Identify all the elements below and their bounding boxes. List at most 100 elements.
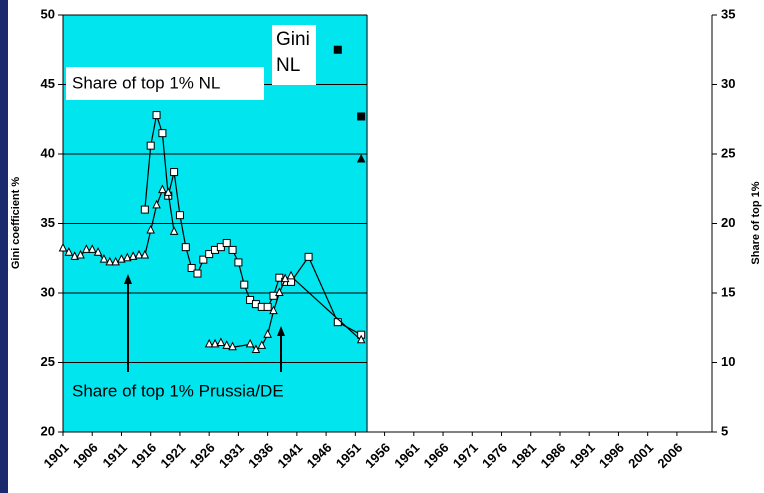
marker	[175, 211, 184, 220]
x-tick-label: 1966	[421, 440, 452, 471]
marker	[275, 287, 284, 296]
y-tick-label: 40	[41, 145, 55, 160]
marker	[269, 305, 278, 315]
marker	[152, 199, 161, 209]
x-tick-label: 1941	[274, 440, 305, 471]
x-tick-label: 2006	[654, 440, 685, 471]
marker	[87, 244, 97, 253]
marker	[128, 251, 138, 260]
marker	[158, 129, 167, 138]
marker	[333, 45, 342, 54]
y2-tick-label: 35	[721, 6, 735, 21]
y2-tick-label: 30	[721, 76, 735, 91]
annotation: Share of top 1% NL	[72, 73, 220, 92]
y2-tick-label: 15	[721, 284, 735, 299]
marker	[99, 254, 109, 263]
marker	[93, 247, 103, 256]
arrowhead	[124, 274, 132, 284]
marker	[146, 224, 156, 234]
marker	[146, 141, 155, 150]
annotation-box	[272, 25, 316, 85]
marker	[246, 295, 255, 304]
marker	[169, 226, 179, 235]
marker	[240, 280, 249, 289]
x-tick-label: 1921	[157, 440, 188, 471]
marker	[140, 205, 149, 214]
arrowhead	[277, 326, 285, 336]
marker	[111, 256, 120, 266]
x-tick-label: 1901	[40, 440, 71, 471]
x-tick-label: 1986	[537, 440, 568, 471]
x-tick-label: 1991	[567, 440, 598, 471]
marker	[280, 273, 290, 283]
marker	[245, 338, 255, 348]
marker	[117, 254, 126, 263]
marker	[304, 252, 313, 261]
y2-tick-label: 10	[721, 354, 735, 369]
marker	[76, 249, 85, 259]
y-tick-label: 50	[41, 6, 55, 21]
marker	[163, 187, 173, 196]
marker	[356, 334, 366, 344]
edge-strip	[0, 0, 8, 493]
x-tick-label: 2001	[625, 440, 656, 471]
x-tick-label: 1996	[596, 440, 627, 471]
y-tick-label: 30	[41, 284, 55, 299]
marker	[193, 269, 202, 278]
marker	[251, 344, 261, 353]
y2-tick-label: 20	[721, 215, 735, 230]
marker	[58, 242, 68, 252]
x-tick-label: 1981	[508, 440, 539, 471]
annotation: Share of top 1% Prussia/DE	[72, 381, 284, 400]
marker	[222, 340, 232, 349]
marker	[64, 247, 74, 256]
marker	[216, 243, 225, 252]
marker	[134, 249, 144, 259]
x-tick-label: 1931	[216, 440, 247, 471]
marker	[158, 184, 167, 194]
x-tick-label: 1976	[479, 440, 510, 471]
annotation: Gini NL	[276, 29, 310, 76]
annotation-box	[66, 67, 264, 100]
marker	[222, 238, 231, 247]
marker	[187, 263, 196, 272]
marker	[123, 252, 132, 262]
marker	[356, 153, 366, 163]
x-tick-label: 1956	[362, 440, 393, 471]
y2-tick-label: 25	[721, 145, 735, 160]
y2-tick-label: 5	[721, 423, 728, 438]
marker	[70, 251, 80, 260]
x-tick-label: 1926	[187, 440, 218, 471]
x-tick-label: 1911	[99, 440, 130, 471]
x-tick-label: 1971	[450, 440, 481, 471]
marker	[170, 168, 179, 177]
marker	[82, 244, 91, 253]
marker	[205, 250, 214, 259]
y-axis-label: Gini coefficient %	[10, 177, 22, 270]
marker	[152, 111, 161, 120]
marker	[105, 256, 115, 266]
marker	[204, 338, 214, 348]
annotation-box	[66, 374, 358, 408]
x-tick-label: 1951	[333, 440, 364, 471]
x-tick-label: 1946	[304, 440, 335, 471]
marker	[286, 270, 296, 280]
x-tick-label: 1906	[70, 440, 101, 471]
x-tick-label: 1916	[128, 440, 159, 471]
y-tick-label: 45	[41, 76, 55, 91]
y2-axis-label: Share of top 1%	[750, 181, 762, 264]
marker	[228, 245, 237, 254]
x-tick-label: 1936	[245, 440, 276, 471]
x-tick-label: 1961	[391, 440, 422, 471]
marker	[228, 341, 237, 351]
marker	[357, 112, 366, 121]
marker	[210, 338, 220, 348]
marker	[140, 249, 150, 259]
marker	[234, 258, 243, 267]
marker	[199, 255, 208, 264]
marker	[263, 302, 272, 311]
marker	[257, 340, 267, 349]
marker	[216, 337, 226, 347]
y-tick-label: 25	[41, 354, 55, 369]
